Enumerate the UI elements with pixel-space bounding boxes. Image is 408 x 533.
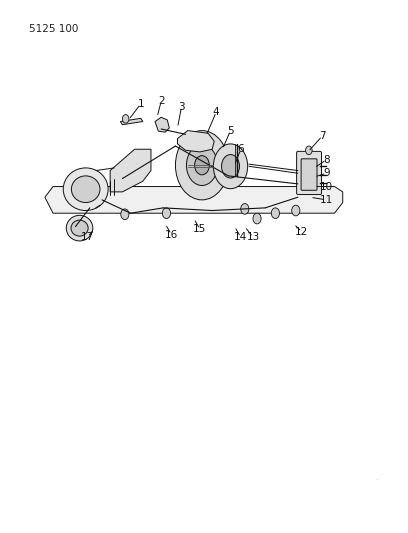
Text: .: .	[375, 473, 378, 482]
FancyBboxPatch shape	[301, 159, 317, 190]
Text: 7: 7	[319, 131, 326, 141]
Text: 9: 9	[323, 168, 330, 178]
Circle shape	[241, 204, 249, 214]
Polygon shape	[120, 118, 143, 125]
Text: 15: 15	[193, 224, 206, 234]
Ellipse shape	[63, 168, 108, 211]
Polygon shape	[177, 131, 214, 152]
Text: 1: 1	[137, 99, 144, 109]
Circle shape	[162, 208, 171, 219]
Text: 3: 3	[178, 102, 185, 111]
Circle shape	[306, 146, 312, 155]
Circle shape	[195, 156, 209, 175]
Circle shape	[121, 209, 129, 220]
Text: 13: 13	[246, 232, 259, 242]
Circle shape	[271, 208, 279, 219]
Ellipse shape	[71, 176, 100, 203]
Text: 8: 8	[323, 155, 330, 165]
Text: 14: 14	[234, 232, 247, 242]
Ellipse shape	[71, 220, 88, 236]
Text: 12: 12	[295, 227, 308, 237]
Text: 5: 5	[227, 126, 234, 135]
Text: 16: 16	[165, 230, 178, 239]
Text: 11: 11	[320, 195, 333, 205]
Text: 10: 10	[320, 182, 333, 191]
Circle shape	[292, 205, 300, 216]
Text: 5125 100: 5125 100	[29, 24, 78, 34]
Circle shape	[222, 155, 239, 178]
Circle shape	[213, 144, 248, 189]
Polygon shape	[45, 187, 343, 213]
Text: 17: 17	[81, 232, 94, 242]
Circle shape	[186, 145, 217, 185]
Polygon shape	[155, 117, 169, 132]
Circle shape	[122, 115, 129, 123]
Circle shape	[253, 213, 261, 224]
Text: 6: 6	[237, 144, 244, 154]
Text: 4: 4	[213, 107, 220, 117]
FancyBboxPatch shape	[297, 151, 322, 195]
Text: 2: 2	[158, 96, 164, 106]
Ellipse shape	[66, 215, 93, 241]
Circle shape	[175, 131, 228, 200]
Polygon shape	[110, 149, 151, 192]
